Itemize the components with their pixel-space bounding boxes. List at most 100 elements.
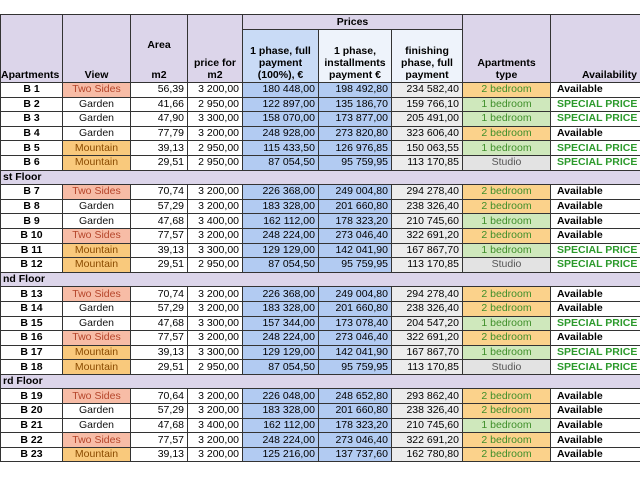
header-row: 1 phase, full payment (100%), € 1 phase,…: [1, 29, 640, 83]
apartment: B 8: [0, 198, 63, 215]
availability: Available: [550, 300, 640, 317]
view: Garden: [62, 111, 131, 127]
data-row: B 3 Garden 47,90 3 300,00 158 070,00 173 877,…: [0, 111, 640, 127]
apartment-type: 2 bedroom: [462, 432, 551, 448]
full-payment: 183 328,00: [242, 300, 319, 317]
full-payment: 158 070,00: [242, 111, 319, 127]
installments: 135 186,70: [318, 96, 392, 113]
availability: Available: [550, 184, 640, 200]
area: 39,13: [130, 140, 188, 156]
data-row: B 14 Garden 57,29 3 200,00 183 328,00 201 660…: [0, 300, 640, 317]
full-payment: 129 129,00: [242, 344, 319, 361]
full-payment: 248 224,00: [242, 330, 319, 346]
apartment-type: 2 bedroom: [462, 446, 551, 463]
full-payment: 180 448,00: [242, 82, 319, 98]
section-label: rd Floor: [0, 373, 640, 390]
price-m2: 3 200,00: [187, 184, 243, 200]
area: 70,64: [130, 388, 188, 405]
area: 29,51: [130, 359, 188, 375]
price-m2: 3 200,00: [187, 286, 243, 302]
apartment-type: 2 bedroom: [462, 82, 551, 98]
finishing: 294 278,40: [391, 286, 463, 302]
price-m2: 3 300,00: [187, 344, 243, 361]
price-m2: 2 950,00: [187, 359, 243, 375]
area: 47,68: [130, 213, 188, 229]
finishing: 322 691,20: [391, 432, 463, 448]
area: 39,13: [130, 344, 188, 361]
full-payment: 226 368,00: [242, 286, 319, 302]
price-m2: 3 200,00: [187, 198, 243, 215]
availability: Available: [550, 403, 640, 419]
area: 41,66: [130, 96, 188, 113]
view: Two Sides: [62, 388, 131, 405]
view: Mountain: [62, 359, 131, 375]
price-m2: 3 200,00: [187, 330, 243, 346]
data-row: B 15 Garden 47,68 3 300,00 157 344,00 173 078…: [0, 315, 640, 332]
finishing: 205 491,00: [391, 111, 463, 127]
installments: 273 046,40: [318, 432, 392, 448]
full-payment: 226 368,00: [242, 184, 319, 200]
full-payment: 183 328,00: [242, 198, 319, 215]
data-row: B 23 Mountain 39,13 3 200,00 125 216,00 137 7…: [0, 446, 640, 463]
apartment: B 3: [0, 111, 63, 127]
installments: 173 078,40: [318, 315, 392, 332]
price-m2: 3 200,00: [187, 446, 243, 463]
finishing: 210 745,60: [391, 417, 463, 434]
apartment-type: Studio: [462, 359, 551, 375]
price-m2: 3 300,00: [187, 315, 243, 332]
section-label: nd Floor: [0, 271, 640, 288]
area: 39,13: [130, 242, 188, 259]
apartment: B 15: [0, 315, 63, 332]
finishing: 238 326,40: [391, 300, 463, 317]
view: Garden: [62, 403, 131, 419]
header-row-top: Apartments View Area m2 price for m2 Pri…: [0, 14, 640, 83]
finishing: 210 745,60: [391, 213, 463, 229]
area: 77,57: [130, 227, 188, 244]
availability: SPECIAL PRICE: [550, 242, 640, 259]
apartment-type: 2 bedroom: [462, 227, 551, 244]
full-payment: 157 344,00: [242, 315, 319, 332]
view: Garden: [62, 300, 131, 317]
full-payment: 248 928,00: [242, 125, 319, 142]
apartment-type: 1 bedroom: [462, 242, 551, 259]
view: Two Sides: [62, 330, 131, 346]
apartment: B 5: [0, 140, 63, 156]
col-header: Availability: [550, 14, 640, 83]
apartment-type: 1 bedroom: [462, 140, 551, 156]
view: Two Sides: [62, 184, 131, 200]
installments: 173 877,00: [318, 111, 392, 127]
apartment: B 13: [0, 286, 63, 302]
data-row: B 2 Garden 41,66 2 950,00 122 897,00 135 186,…: [0, 96, 640, 113]
full-payment: 248 224,00: [242, 227, 319, 244]
finishing: 159 766,10: [391, 96, 463, 113]
view: Two Sides: [62, 82, 131, 98]
finishing: 323 606,40: [391, 125, 463, 142]
finishing: 167 867,70: [391, 242, 463, 259]
area: 39,13: [130, 446, 188, 463]
apartment-type: 1 bedroom: [462, 213, 551, 229]
installments: 178 323,20: [318, 213, 392, 229]
finishing: 234 582,40: [391, 82, 463, 98]
availability: Available: [550, 432, 640, 448]
apartment: B 16: [0, 330, 63, 346]
installments: 198 492,80: [318, 82, 392, 98]
finishing: 162 780,80: [391, 446, 463, 463]
data-row: B 18 Mountain 29,51 2 950,00 87 054,50 95 759…: [0, 359, 640, 375]
full-payment: 87 054,50: [242, 154, 319, 171]
availability: SPECIAL PRICE: [550, 96, 640, 113]
apartment: B 7: [0, 184, 63, 200]
area: 57,29: [130, 300, 188, 317]
availability: SPECIAL PRICE: [550, 359, 640, 375]
apartment: B 23: [0, 446, 63, 463]
apartment: B 11: [0, 242, 63, 259]
apartment-type: 2 bedroom: [462, 198, 551, 215]
availability: SPECIAL PRICE: [550, 344, 640, 361]
area: 70,74: [130, 286, 188, 302]
area: 29,51: [130, 154, 188, 171]
col-header: Apartments: [0, 14, 63, 83]
price-m2: 2 950,00: [187, 140, 243, 156]
finishing: 167 867,70: [391, 344, 463, 361]
data-row: B 5 Mountain 39,13 2 950,00 115 433,50 126 97…: [0, 140, 640, 156]
installments: 178 323,20: [318, 417, 392, 434]
